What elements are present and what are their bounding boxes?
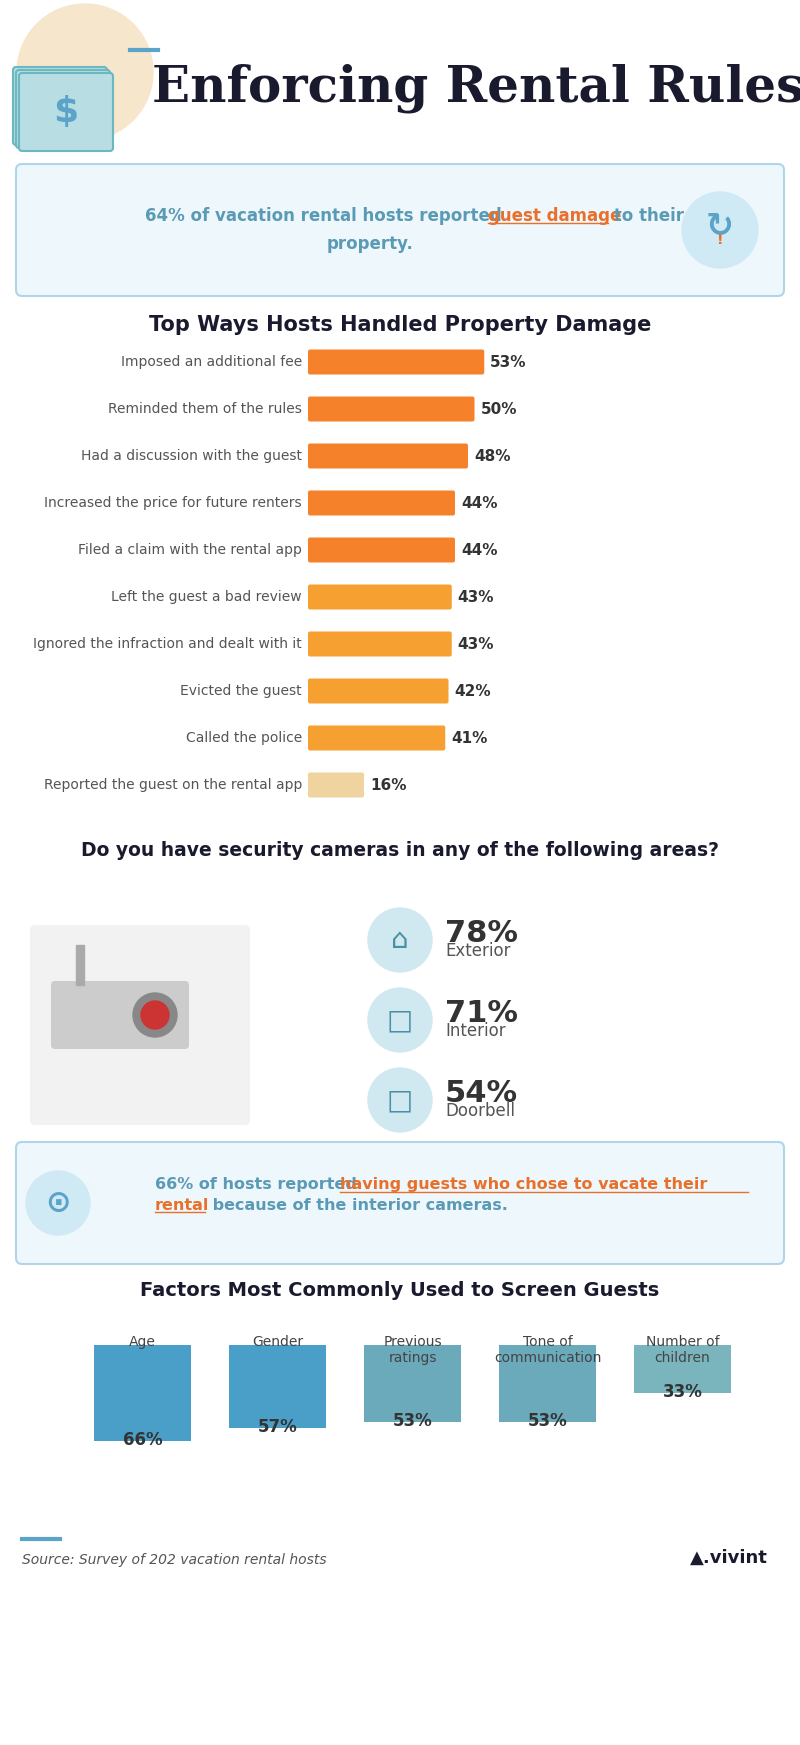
FancyBboxPatch shape bbox=[308, 490, 455, 515]
Circle shape bbox=[682, 192, 758, 269]
FancyBboxPatch shape bbox=[634, 1345, 731, 1393]
Text: Increased the price for future renters: Increased the price for future renters bbox=[44, 496, 302, 510]
FancyBboxPatch shape bbox=[308, 679, 449, 703]
FancyBboxPatch shape bbox=[308, 349, 484, 375]
FancyBboxPatch shape bbox=[16, 164, 784, 297]
Text: $: $ bbox=[54, 94, 78, 129]
Text: Source: Survey of 202 vacation rental hosts: Source: Survey of 202 vacation rental ho… bbox=[22, 1553, 326, 1567]
Text: 78%: 78% bbox=[445, 918, 518, 948]
Text: □: □ bbox=[387, 1085, 413, 1113]
FancyBboxPatch shape bbox=[364, 1345, 461, 1422]
Text: 66% of hosts reported: 66% of hosts reported bbox=[155, 1178, 362, 1192]
Text: 54%: 54% bbox=[445, 1078, 518, 1108]
Circle shape bbox=[368, 1068, 432, 1133]
Text: 44%: 44% bbox=[461, 543, 498, 557]
FancyBboxPatch shape bbox=[308, 585, 452, 609]
Text: 42%: 42% bbox=[454, 684, 491, 698]
Text: Called the police: Called the police bbox=[186, 731, 302, 745]
Text: 48%: 48% bbox=[474, 448, 510, 464]
Text: 43%: 43% bbox=[458, 590, 494, 604]
Circle shape bbox=[133, 993, 177, 1037]
Text: Number of
children: Number of children bbox=[646, 1335, 719, 1365]
FancyBboxPatch shape bbox=[51, 981, 189, 1049]
FancyBboxPatch shape bbox=[308, 537, 455, 562]
Text: Reminded them of the rules: Reminded them of the rules bbox=[108, 401, 302, 415]
Circle shape bbox=[26, 1171, 90, 1235]
FancyBboxPatch shape bbox=[13, 66, 107, 145]
Text: ↻: ↻ bbox=[706, 209, 734, 243]
Text: to their: to their bbox=[608, 208, 684, 225]
Text: Tone of
communication: Tone of communication bbox=[494, 1335, 601, 1365]
Text: 53%: 53% bbox=[393, 1412, 432, 1429]
Text: Interior: Interior bbox=[445, 1023, 506, 1040]
FancyBboxPatch shape bbox=[499, 1345, 596, 1422]
Text: 53%: 53% bbox=[490, 354, 526, 370]
Text: □: □ bbox=[387, 1007, 413, 1035]
Text: Evicted the guest: Evicted the guest bbox=[180, 684, 302, 698]
Text: 71%: 71% bbox=[445, 998, 518, 1028]
Circle shape bbox=[368, 988, 432, 1052]
FancyBboxPatch shape bbox=[94, 1345, 191, 1441]
Text: 66%: 66% bbox=[122, 1431, 162, 1448]
Text: Ignored the infraction and dealt with it: Ignored the infraction and dealt with it bbox=[34, 637, 302, 651]
Text: Exterior: Exterior bbox=[445, 942, 510, 960]
Text: having guests who chose to vacate their: having guests who chose to vacate their bbox=[340, 1178, 707, 1192]
Circle shape bbox=[141, 1002, 169, 1030]
Text: Do you have security cameras in any of the following areas?: Do you have security cameras in any of t… bbox=[81, 841, 719, 860]
Text: property.: property. bbox=[326, 236, 414, 253]
FancyBboxPatch shape bbox=[229, 1345, 326, 1427]
FancyArrow shape bbox=[76, 946, 84, 984]
Text: guest damage: guest damage bbox=[488, 208, 622, 225]
Text: Reported the guest on the rental app: Reported the guest on the rental app bbox=[44, 778, 302, 792]
Text: Top Ways Hosts Handled Property Damage: Top Ways Hosts Handled Property Damage bbox=[149, 316, 651, 335]
FancyBboxPatch shape bbox=[308, 443, 468, 468]
Text: 43%: 43% bbox=[458, 637, 494, 651]
Text: Had a discussion with the guest: Had a discussion with the guest bbox=[81, 448, 302, 462]
Text: !: ! bbox=[717, 234, 723, 248]
Text: Enforcing Rental Rules: Enforcing Rental Rules bbox=[152, 63, 800, 113]
Circle shape bbox=[17, 3, 153, 140]
Text: 53%: 53% bbox=[528, 1412, 567, 1429]
Text: 33%: 33% bbox=[662, 1382, 702, 1401]
FancyBboxPatch shape bbox=[16, 70, 110, 148]
Text: ▲.vivint: ▲.vivint bbox=[690, 1550, 768, 1567]
Text: 16%: 16% bbox=[370, 778, 406, 792]
Text: because of the interior cameras.: because of the interior cameras. bbox=[207, 1197, 508, 1213]
Text: Factors Most Commonly Used to Screen Guests: Factors Most Commonly Used to Screen Gue… bbox=[140, 1281, 660, 1300]
Text: 57%: 57% bbox=[258, 1417, 298, 1436]
FancyBboxPatch shape bbox=[308, 396, 474, 422]
Text: 64% of vacation rental hosts reported: 64% of vacation rental hosts reported bbox=[145, 208, 507, 225]
FancyBboxPatch shape bbox=[19, 73, 113, 152]
Text: 44%: 44% bbox=[461, 496, 498, 511]
FancyBboxPatch shape bbox=[308, 726, 446, 750]
Text: Gender: Gender bbox=[252, 1335, 303, 1349]
Text: Filed a claim with the rental app: Filed a claim with the rental app bbox=[78, 543, 302, 557]
Text: Age: Age bbox=[129, 1335, 156, 1349]
Text: Previous
ratings: Previous ratings bbox=[383, 1335, 442, 1365]
Text: 50%: 50% bbox=[481, 401, 517, 417]
Text: rental: rental bbox=[155, 1197, 210, 1213]
Text: ⌂: ⌂ bbox=[391, 927, 409, 955]
Text: Imposed an additional fee: Imposed an additional fee bbox=[121, 354, 302, 368]
Text: Doorbell: Doorbell bbox=[445, 1103, 515, 1120]
FancyBboxPatch shape bbox=[16, 1141, 784, 1263]
FancyBboxPatch shape bbox=[30, 925, 250, 1126]
Text: Left the guest a bad review: Left the guest a bad review bbox=[111, 590, 302, 604]
Text: ⊙: ⊙ bbox=[46, 1188, 70, 1218]
FancyBboxPatch shape bbox=[308, 773, 364, 797]
Text: 41%: 41% bbox=[451, 731, 488, 745]
FancyBboxPatch shape bbox=[308, 632, 452, 656]
Circle shape bbox=[368, 907, 432, 972]
